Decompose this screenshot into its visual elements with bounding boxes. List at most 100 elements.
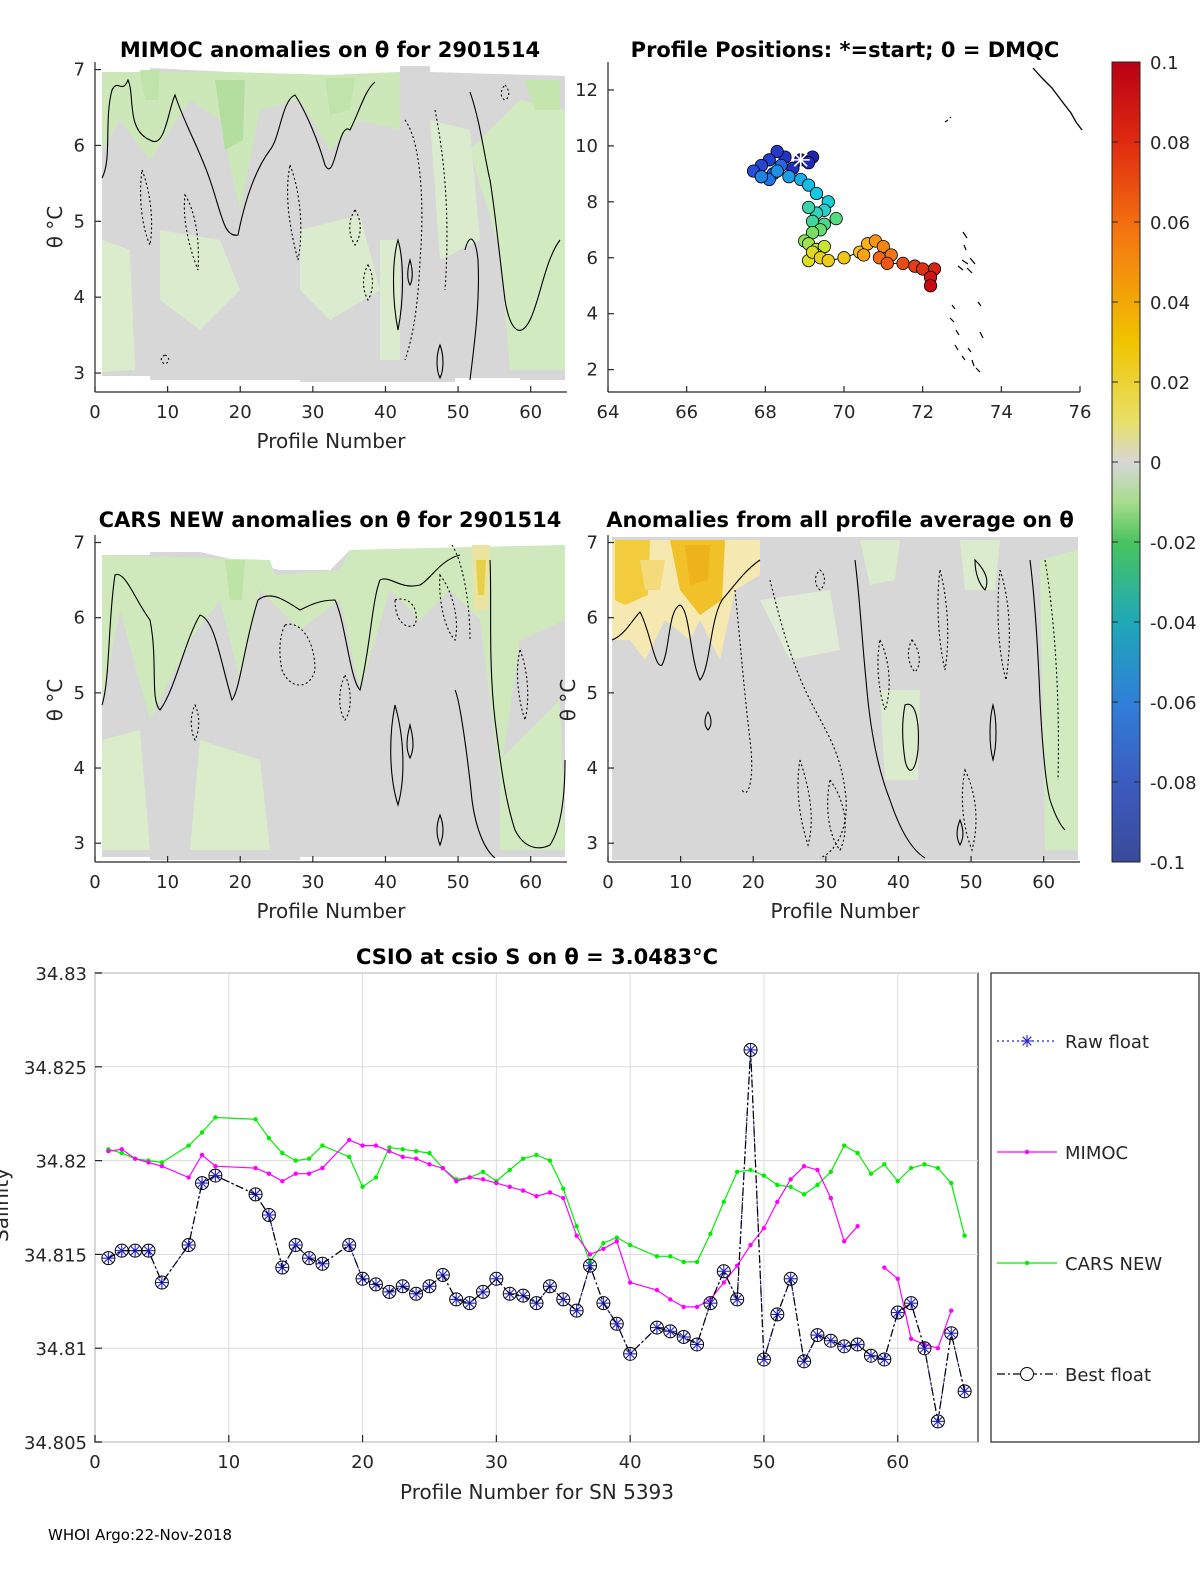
series-line-cars	[108, 1116, 966, 1264]
point-cars	[761, 1173, 767, 1178]
position-point	[829, 212, 843, 226]
y-tick-label: 5	[587, 683, 598, 704]
point-mimoc	[387, 1149, 392, 1154]
x-tick-label: 60	[886, 1452, 909, 1473]
y-tick-label: 34.82	[35, 1152, 87, 1173]
point-mimoc	[454, 1179, 459, 1184]
y-tick-label: 4	[74, 287, 85, 308]
mimoc-heatmap-field	[102, 66, 565, 382]
position-point	[857, 248, 871, 262]
footer-stamp: WHOI Argo:22-Nov-2018	[48, 1526, 232, 1544]
point-raw	[905, 1297, 918, 1310]
x-tick-label: 30	[814, 872, 837, 893]
point-best	[208, 1168, 223, 1183]
point-best	[288, 1238, 303, 1253]
cars-y-label: θ °C	[43, 679, 67, 722]
point-mimoc	[213, 1164, 218, 1169]
point-mimoc	[253, 1165, 258, 1171]
x-tick-label: 68	[754, 402, 777, 423]
colorbar-tick-label: 0.04	[1150, 293, 1190, 314]
mimoc-y-ticks: 3 4 5 6 7	[74, 60, 101, 384]
point-mimoc	[601, 1246, 606, 1251]
point-cars	[748, 1167, 753, 1173]
point-mimoc	[520, 1188, 526, 1193]
point-raw	[316, 1257, 329, 1270]
point-cars	[280, 1150, 285, 1156]
point-best	[489, 1271, 504, 1286]
point-best	[837, 1339, 852, 1354]
point-cars	[547, 1158, 553, 1163]
point-mimoc	[106, 1149, 111, 1154]
coastline	[1032, 67, 1083, 131]
y-tick-label: 12	[575, 80, 598, 101]
point-best	[944, 1326, 959, 1341]
point-best	[261, 1208, 276, 1223]
legend-box	[990, 972, 1200, 1443]
colorbar: 0.1 0.08 0.06 0.04 0.02 0 -0.02 -0.04 -0.06 -0.08…	[1111, 53, 1197, 874]
point-cars	[119, 1150, 124, 1156]
point-best	[154, 1275, 169, 1290]
colorbar-ticks: 0.1 0.08 0.06 0.04 0.02 0 -0.02 -0.04 -0.06 -0.08…	[1112, 53, 1197, 874]
point-best	[663, 1324, 678, 1339]
point-best	[823, 1333, 838, 1348]
point-best	[649, 1320, 664, 1335]
point-raw	[717, 1265, 730, 1278]
y-tick-label: 5	[74, 211, 85, 232]
point-mimoc	[721, 1280, 727, 1285]
point-best	[730, 1292, 745, 1307]
x-tick-label: 50	[960, 872, 983, 893]
point-mimoc	[587, 1252, 593, 1257]
csio-y-ticks: 34.805 34.81 34.815 34.82 34.825 34.83	[24, 964, 102, 1454]
x-tick-label: 30	[301, 402, 324, 423]
point-mimoc	[908, 1336, 914, 1342]
point-best	[917, 1341, 932, 1356]
x-tick-label: 50	[447, 402, 470, 423]
mimoc-y-label: θ °C	[43, 206, 67, 249]
point-mimoc	[507, 1184, 512, 1190]
point-cars	[842, 1143, 847, 1148]
colorbar-tick-label: 0.08	[1150, 133, 1190, 154]
point-cars	[828, 1169, 834, 1175]
cars-panel: CARS NEW anomalies on θ for 2901514	[43, 508, 567, 923]
avg-title: Anomalies from all profile average on θ	[606, 508, 1074, 532]
point-mimoc	[775, 1199, 780, 1205]
x-tick-label: 20	[229, 872, 252, 893]
point-mimoc	[668, 1297, 673, 1302]
point-raw	[115, 1244, 128, 1257]
series-mimoc	[106, 1137, 954, 1351]
y-tick-label: 6	[587, 608, 598, 629]
x-tick-label: 20	[742, 872, 765, 893]
position-point	[880, 256, 894, 270]
cars-contours	[101, 544, 566, 859]
x-tick-label: 60	[1032, 872, 1055, 893]
point-raw	[450, 1293, 463, 1306]
x-tick-label: 64	[597, 402, 620, 423]
point-best	[904, 1296, 919, 1311]
point-cars	[427, 1150, 432, 1156]
point-cars	[213, 1115, 218, 1120]
point-cars	[627, 1242, 633, 1248]
point-mimoc	[132, 1156, 138, 1161]
y-tick-label: 34.815	[24, 1245, 87, 1266]
y-tick-label: 34.81	[35, 1339, 87, 1360]
point-best	[676, 1329, 691, 1344]
point-cars	[868, 1171, 874, 1176]
point-cars	[935, 1165, 941, 1171]
x-tick-label: 74	[990, 402, 1013, 423]
y-tick-label: 34.825	[24, 1058, 87, 1079]
point-cars	[186, 1143, 191, 1148]
point-best	[302, 1251, 317, 1266]
point-cars	[561, 1186, 566, 1191]
x-tick-label: 0	[89, 402, 100, 423]
avg-y-label: θ °C	[556, 679, 580, 722]
point-mimoc	[815, 1167, 820, 1173]
colorbar-tick-label: -0.02	[1150, 533, 1197, 554]
colorbar-tick-label: 0.06	[1150, 213, 1190, 234]
point-raw	[958, 1385, 971, 1398]
point-best	[181, 1238, 196, 1253]
series-best	[101, 1042, 972, 1429]
point-cars	[668, 1254, 673, 1259]
point-cars	[480, 1169, 486, 1175]
point-best	[863, 1348, 878, 1363]
point-best	[569, 1303, 584, 1318]
